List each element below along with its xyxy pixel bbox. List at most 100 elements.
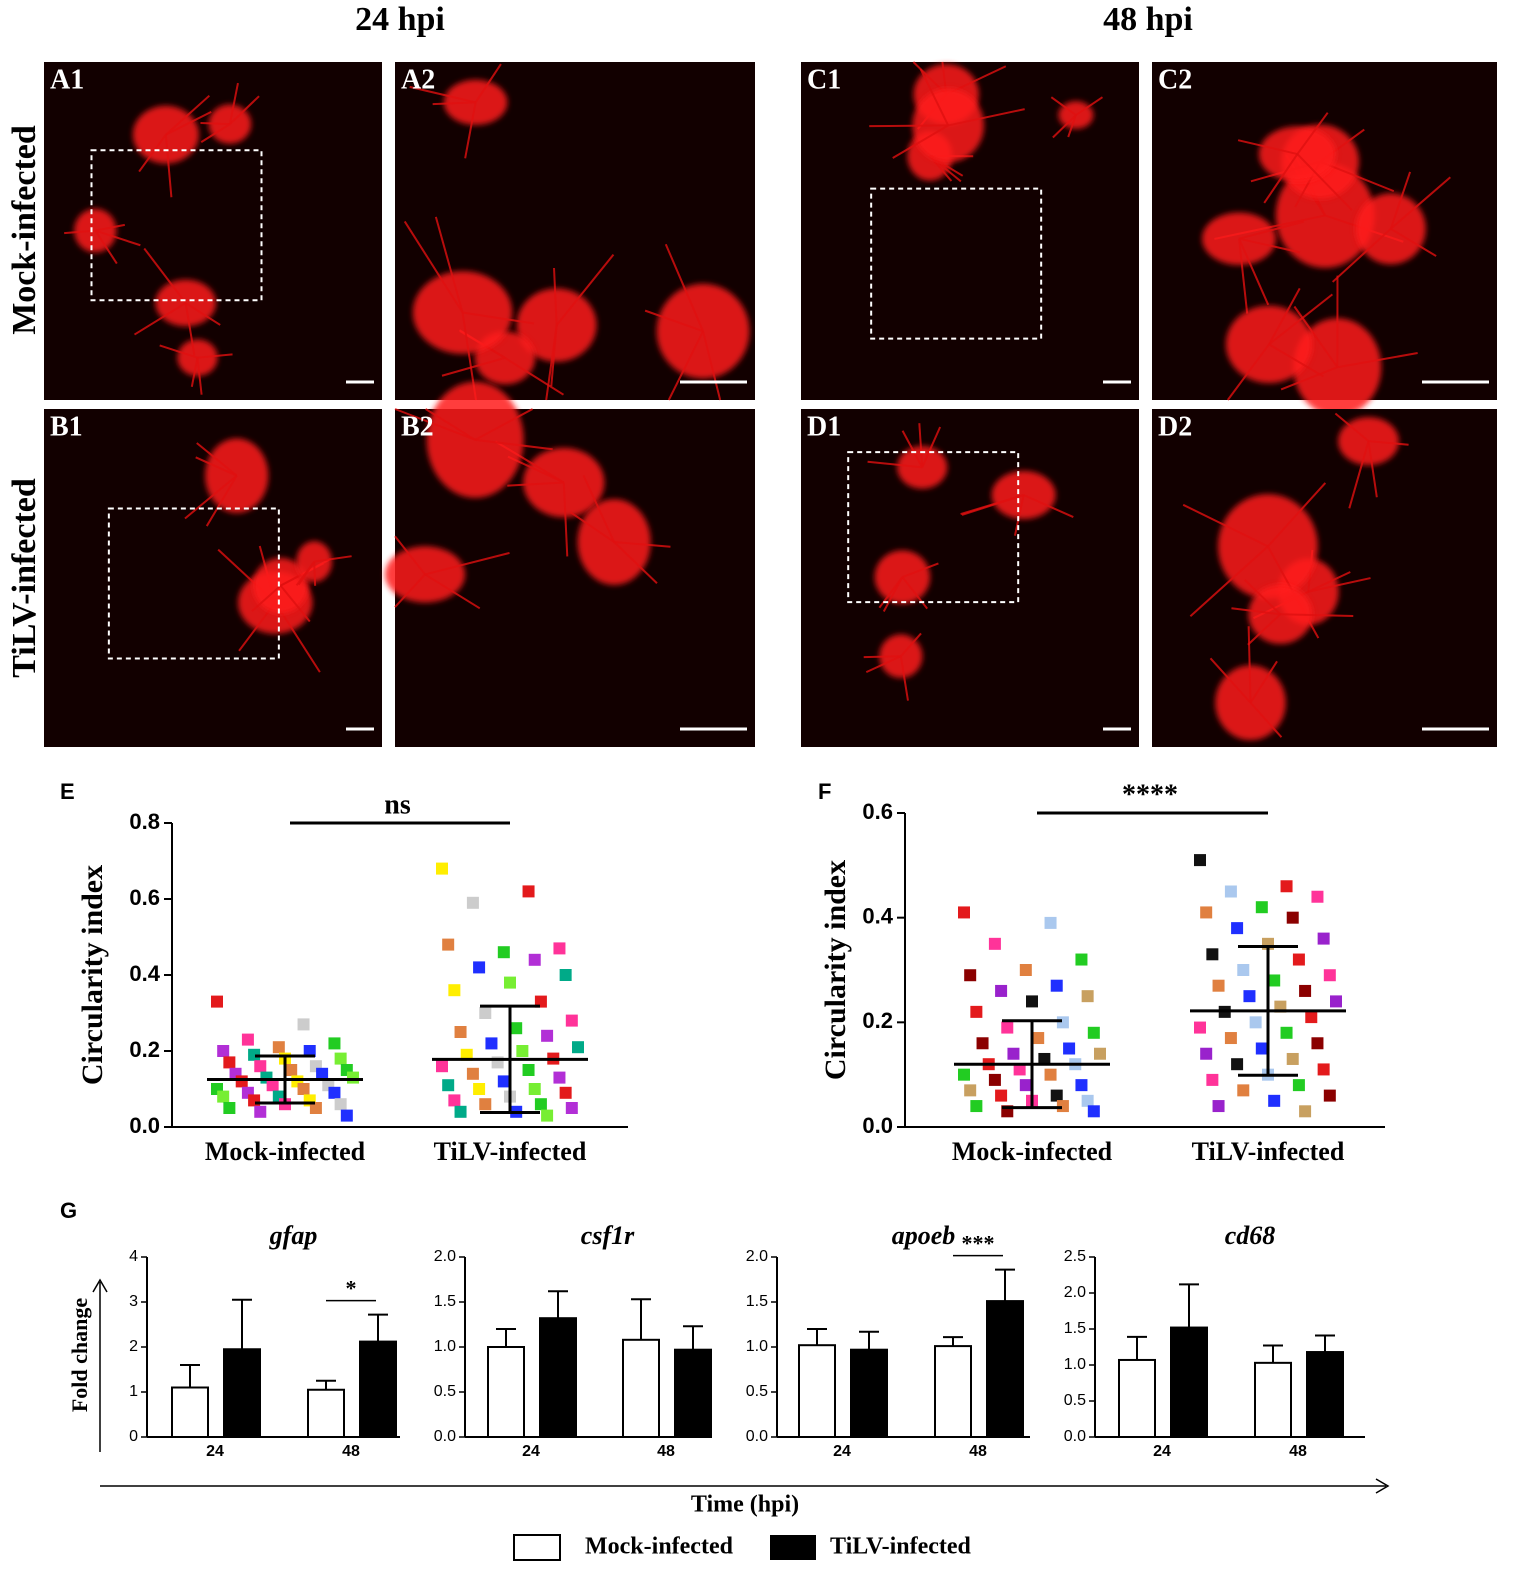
y-tick-label: 4	[129, 1248, 138, 1265]
bar	[171, 1386, 209, 1438]
x-tick-label: 48	[657, 1443, 675, 1460]
row-label: Mock-infected	[6, 125, 43, 335]
data-point	[436, 1060, 448, 1073]
data-point	[988, 1073, 1001, 1086]
data-point	[303, 1045, 316, 1057]
chart-title: cd68	[1225, 1221, 1276, 1250]
data-point	[534, 995, 547, 1008]
cell-process	[462, 311, 535, 325]
y-tick-label: 0.0	[746, 1428, 768, 1445]
data-point	[1323, 969, 1336, 982]
data-point	[1044, 916, 1057, 929]
y-axis-label: Circularity index	[76, 865, 109, 1085]
cell-process	[138, 134, 167, 173]
data-point	[970, 1005, 983, 1018]
data-point	[466, 896, 479, 909]
data-point	[1087, 1026, 1100, 1039]
data-point	[1087, 1105, 1100, 1118]
cell-process	[882, 576, 904, 612]
cell-process	[441, 356, 506, 377]
cell-process	[94, 229, 141, 247]
data-point	[454, 1026, 467, 1038]
cell-process	[1367, 440, 1378, 498]
panel-label: B2	[401, 411, 434, 442]
panel-label: B1	[50, 411, 83, 442]
cell-process	[314, 555, 352, 563]
cell-process	[1308, 577, 1371, 593]
significance-label: *	[346, 1276, 357, 1301]
y-tick-label: 3	[129, 1293, 138, 1310]
bar	[622, 1338, 660, 1439]
data-point	[334, 1098, 347, 1111]
cell-process	[425, 408, 476, 441]
data-point	[223, 1102, 236, 1114]
cell-process	[205, 475, 238, 527]
data-point	[1237, 964, 1250, 976]
cell-process	[912, 61, 947, 96]
cell-process	[702, 330, 722, 401]
data-point	[248, 1048, 261, 1061]
data-point	[541, 1109, 554, 1122]
cell-process	[582, 474, 616, 543]
cell-process	[1296, 153, 1353, 211]
data-point	[964, 1084, 977, 1097]
cell-process	[562, 482, 569, 557]
data-point	[1200, 1047, 1213, 1060]
data-point	[988, 937, 1001, 950]
data-point	[248, 1094, 261, 1107]
y-tick-label: 0	[129, 1428, 138, 1445]
cell-process	[184, 302, 196, 356]
cell-process	[196, 357, 203, 395]
cell-process	[1268, 287, 1301, 345]
cell-process	[867, 460, 923, 469]
x-tick-label: 24	[1153, 1443, 1171, 1460]
cell-process	[274, 602, 321, 673]
cell-process	[1209, 657, 1252, 704]
significance-label: ****	[1122, 779, 1178, 810]
cell-process	[197, 353, 233, 359]
data-point	[1081, 1094, 1094, 1107]
y-tick-label: 0.8	[129, 809, 160, 834]
bar	[359, 1340, 397, 1438]
x-tick-label: 48	[1289, 1443, 1307, 1460]
data-point	[1026, 995, 1038, 1008]
data-point	[1075, 953, 1088, 966]
data-point	[1224, 1032, 1237, 1045]
y-tick-label: 0.4	[129, 961, 160, 986]
data-point	[328, 1037, 341, 1050]
cell-process	[1280, 366, 1338, 391]
cell-process	[545, 324, 558, 401]
cell-process	[464, 102, 477, 159]
data-point	[1330, 995, 1342, 1008]
data-point	[504, 976, 516, 989]
x-axis-label: Time (hpi)	[691, 1492, 799, 1518]
cell-process	[892, 124, 949, 159]
y-tick-label: 0.5	[1064, 1392, 1086, 1409]
data-point	[297, 1083, 310, 1095]
data-point	[1249, 1016, 1262, 1029]
cell-process	[1296, 112, 1329, 155]
bar	[850, 1348, 888, 1438]
cell-process	[869, 124, 949, 128]
data-point	[976, 1037, 989, 1050]
cell-process	[432, 101, 476, 106]
cell-process	[1280, 613, 1354, 617]
data-point	[1038, 1052, 1051, 1065]
data-point	[1311, 1037, 1324, 1050]
legend-swatch	[770, 1535, 816, 1560]
cell-process	[901, 576, 928, 610]
data-point	[1050, 1089, 1063, 1102]
cell-process	[164, 134, 173, 198]
cell-process	[190, 357, 199, 387]
y-tick-label: 2.0	[1064, 1284, 1086, 1301]
data-point	[1063, 1042, 1076, 1055]
cell-process	[295, 561, 315, 586]
chart-title: apoeb	[892, 1221, 956, 1250]
y-tick-label: 0.0	[1064, 1428, 1086, 1445]
cell-process	[195, 456, 238, 477]
data-point	[553, 1071, 566, 1084]
cell-process	[1268, 293, 1334, 346]
arrow-head	[1375, 1478, 1390, 1494]
data-point	[340, 1109, 353, 1122]
data-point	[565, 1014, 578, 1027]
